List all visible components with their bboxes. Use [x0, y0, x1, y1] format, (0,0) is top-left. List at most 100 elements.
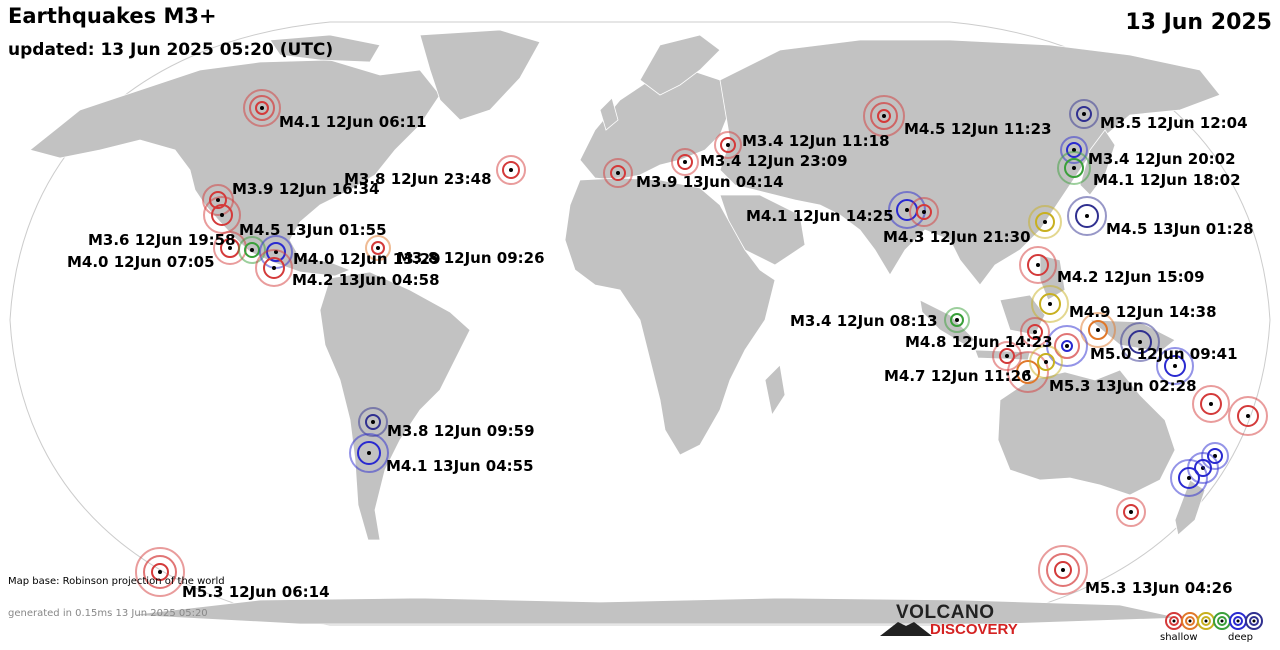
quake-label: M4.9 12Jun 14:38 [1069, 303, 1217, 321]
legend-shallow-label: shallow [1160, 632, 1198, 643]
quake-label: M5.0 12Jun 09:41 [1090, 345, 1238, 363]
quake-marker[interactable] [349, 433, 389, 473]
legend-depth-swatch [1229, 612, 1247, 630]
africa [564, 177, 776, 456]
updated-timestamp: updated: 13 Jun 2025 05:20 (UTC) [8, 40, 334, 60]
quake-label: M3.8 12Jun 09:26 [397, 249, 545, 267]
legend-depth-swatch [1197, 612, 1215, 630]
britain [599, 97, 619, 131]
quake-marker[interactable] [1057, 151, 1091, 185]
page-title: Earthquakes M3+ [8, 4, 217, 28]
depth-legend-circles [1165, 612, 1263, 630]
volcano-discovery-logo[interactable]: VOLCANO DISCOVERY [880, 600, 1040, 640]
greenland [419, 29, 541, 121]
quake-marker[interactable] [909, 197, 939, 227]
australia [997, 369, 1176, 496]
quake-marker[interactable] [603, 158, 633, 188]
quake-marker[interactable] [1069, 99, 1099, 129]
madagascar [764, 364, 786, 417]
quake-marker[interactable] [496, 155, 526, 185]
land-masses [29, 29, 1221, 625]
earthquake-markers [135, 89, 1268, 597]
quake-label: M4.5 13Jun 01:28 [1106, 220, 1254, 238]
japan [1079, 129, 1116, 196]
map-date: 13 Jun 2025 [1125, 10, 1272, 35]
generated-note: generated in 0.15ms 13 Jun 2025 05:20 [8, 608, 208, 619]
legend-depth-swatch [1181, 612, 1199, 630]
quake-marker[interactable] [365, 235, 391, 261]
north-america [29, 59, 441, 277]
quake-marker[interactable] [255, 249, 293, 287]
quake-label: M3.4 12Jun 20:02 [1088, 150, 1236, 168]
quake-marker[interactable] [1007, 351, 1049, 393]
logo-text-volcano: VOLCANO [896, 602, 995, 623]
quake-label: M4.2 13Jun 04:58 [292, 271, 440, 289]
volcano-icon [880, 622, 932, 636]
quake-label: M3.8 12Jun 09:59 [387, 422, 535, 440]
quake-marker[interactable] [992, 341, 1022, 371]
quake-marker[interactable] [1038, 545, 1088, 595]
quake-label: M4.0 12Jun 07:05 [67, 253, 215, 271]
asia [719, 39, 1221, 286]
quake-marker[interactable] [1067, 196, 1107, 236]
legend-deep-label: deep [1228, 632, 1253, 643]
quake-marker[interactable] [1060, 136, 1088, 164]
quake-marker[interactable] [1028, 205, 1062, 239]
quake-label: M4.2 12Jun 15:09 [1057, 268, 1205, 286]
quake-label: M3.5 12Jun 12:04 [1100, 114, 1248, 132]
quake-marker[interactable] [944, 307, 970, 333]
quake-label: M3.9 12Jun 16:34 [232, 180, 380, 198]
quake-label: M3.4 12Jun 23:09 [700, 152, 848, 170]
legend-depth-swatch [1213, 612, 1231, 630]
quake-marker[interactable] [1228, 396, 1268, 436]
quake-label: M3.9 13Jun 04:14 [636, 173, 784, 191]
quake-marker[interactable] [1031, 285, 1069, 323]
quake-marker[interactable] [135, 547, 185, 597]
depth-legend: shallow deep [1160, 610, 1270, 648]
quake-label: M4.3 12Jun 21:30 [883, 228, 1031, 246]
new-guinea [1088, 319, 1176, 353]
quake-marker[interactable] [1116, 497, 1146, 527]
sumatra [919, 299, 976, 346]
quake-label: M5.3 12Jun 06:14 [182, 583, 330, 601]
quake-label: M3.4 12Jun 08:13 [790, 312, 938, 330]
quake-label: M4.7 12Jun 11:26 [884, 367, 1032, 385]
quake-label: M4.8 12Jun 14:23 [905, 333, 1053, 351]
quake-label: M3.4 12Jun 11:18 [742, 132, 890, 150]
quake-marker[interactable] [1120, 322, 1160, 362]
antarctica [129, 597, 1181, 625]
quake-marker[interactable] [1020, 317, 1050, 347]
quake-marker[interactable] [1019, 246, 1057, 284]
quake-marker[interactable] [1080, 312, 1116, 348]
earthquake-labels: M4.1 12Jun 06:11 M3.8 12Jun 23:48 M3.9 1… [67, 113, 1254, 601]
quake-label: M5.3 13Jun 04:26 [1085, 579, 1233, 597]
quake-label: M4.5 12Jun 11:23 [904, 120, 1052, 138]
quake-marker[interactable] [1170, 459, 1208, 497]
quake-marker[interactable] [243, 89, 281, 127]
south-america [319, 271, 471, 541]
quake-label: M3.8 12Jun 23:48 [344, 170, 492, 188]
quake-marker[interactable] [358, 407, 388, 437]
legend-depth-swatch [1165, 612, 1183, 630]
map-base-note: Map base: Robinson projection of the wor… [8, 576, 225, 587]
quake-marker[interactable] [1201, 442, 1229, 470]
quake-marker[interactable] [1029, 345, 1063, 379]
quake-marker[interactable] [1156, 347, 1194, 385]
quake-marker[interactable] [1192, 385, 1230, 423]
quake-label: M4.5 13Jun 01:55 [239, 221, 387, 239]
quake-label: M3.6 12Jun 19:58 [88, 231, 236, 249]
logo-text-discovery: DISCOVERY [930, 621, 1018, 638]
legend-depth-swatch [1245, 612, 1263, 630]
scandinavia [639, 34, 721, 96]
quake-label: M5.3 13Jun 02:28 [1049, 377, 1197, 395]
quake-label: M4.1 12Jun 14:25 [746, 207, 894, 225]
quake-marker[interactable] [714, 131, 742, 159]
quake-marker[interactable] [863, 95, 905, 137]
quake-label: M4.1 13Jun 04:55 [386, 457, 534, 475]
quake-marker[interactable] [238, 236, 266, 264]
arctic-islands [269, 34, 381, 63]
quake-marker[interactable] [671, 148, 699, 176]
quake-label: M4.1 12Jun 06:11 [279, 113, 427, 131]
quake-label: M4.1 12Jun 18:02 [1093, 171, 1241, 189]
